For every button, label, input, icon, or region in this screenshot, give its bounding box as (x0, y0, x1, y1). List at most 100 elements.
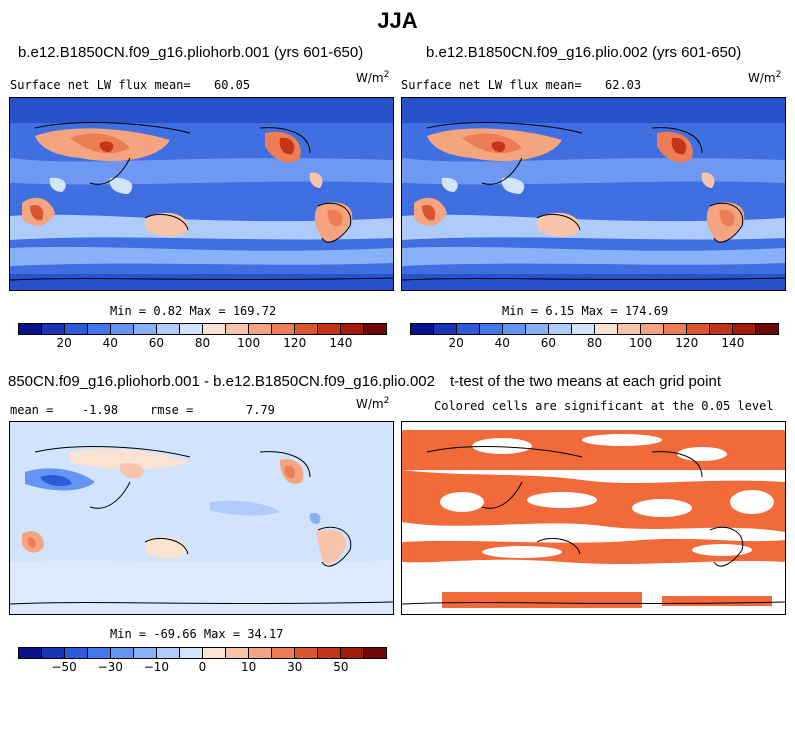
colorbar-ticks-bottom-left: −50 −30 −10 0 10 30 50 (18, 660, 387, 676)
unit-top-left: W/m2 (356, 70, 390, 85)
stat-label-top-left: Surface net LW flux mean= (10, 78, 191, 92)
colorbar-ticks-top-left: 20 40 60 80 100 120 140 (18, 336, 387, 352)
colorbar-swatch (756, 324, 778, 334)
unit-top-right: W/m2 (748, 70, 782, 85)
colorbar-tick-label: 20 (56, 336, 72, 350)
panel-title-bottom-right: t-test of the two means at each grid poi… (450, 373, 721, 390)
panel-title-bottom-left: 850CN.f09_g16.pliohorb.001 - b.e12.B1850… (8, 373, 435, 390)
colorbar-swatch (203, 324, 226, 334)
colorbar-swatch (411, 324, 434, 334)
colorbar-swatch (88, 648, 111, 658)
colorbar-swatch (341, 648, 364, 658)
colorbar-swatch (364, 324, 386, 334)
colorbar-swatch (595, 324, 618, 334)
colorbar-swatch (526, 324, 549, 334)
panel-title-top-right: b.e12.B1850CN.f09_g16.plio.002 (yrs 601-… (426, 44, 742, 61)
colorbar-tick-label: 50 (333, 660, 349, 674)
colorbar-tick-label: 60 (540, 336, 557, 350)
panel-title-top-left: b.e12.B1850CN.f09_g16.pliohorb.001 (yrs … (18, 44, 364, 61)
colorbar-tick-label: 100 (237, 336, 261, 350)
rmse-value-bottom-left: 7.79 (246, 403, 275, 417)
colorbar-tick-label: 80 (586, 336, 603, 350)
map-top-right (401, 97, 786, 291)
mean-value-bottom-left: -1.98 (82, 403, 119, 417)
stat-value-top-left: 60.05 (214, 78, 251, 92)
colorbar-swatch (457, 324, 480, 334)
colorbar-bottom-left (18, 647, 387, 659)
colorbar-swatch (318, 324, 341, 334)
colorbar-tick-label: 40 (494, 336, 510, 350)
stat-label-top-right: Surface net LW flux mean= (401, 78, 582, 92)
colorbar-swatch (434, 324, 457, 334)
colorbar-tick-label: 80 (194, 336, 211, 350)
colorbar-swatch (295, 324, 318, 334)
map-top-left-field (10, 98, 393, 290)
colorbar-swatch (180, 648, 203, 658)
colorbar-swatch (65, 648, 88, 658)
colorbar-tick-label: 100 (629, 336, 653, 350)
figure-title: JJA (377, 8, 418, 33)
colorbar-tick-label: 140 (329, 336, 353, 350)
minmax-bottom-left: Min = -69.66 Max = 34.17 (110, 627, 284, 641)
colorbar-swatch (272, 648, 295, 658)
colorbar-swatch (733, 324, 756, 334)
colorbar-swatch (664, 324, 687, 334)
colorbar-tick-label: 40 (102, 336, 118, 350)
colorbar-swatch (618, 324, 641, 334)
colorbar-swatch (572, 324, 595, 334)
colorbar-swatch (19, 648, 42, 658)
colorbar-swatch (687, 324, 710, 334)
colorbar-swatch (641, 324, 664, 334)
panel-subtitle-bottom-right: Colored cells are significant at the 0.0… (434, 399, 774, 413)
map-top-right-field (402, 98, 785, 290)
colorbar-swatch (42, 648, 65, 658)
colorbar-swatch (157, 648, 180, 658)
map-bottom-left (9, 421, 394, 615)
colorbar-tick-label: 30 (287, 660, 303, 674)
colorbar-tick-label: −10 (143, 660, 170, 674)
minmax-top-right: Min = 6.15 Max = 174.69 (502, 304, 669, 318)
colorbar-tick-label: 60 (148, 336, 165, 350)
colorbar-tick-label: −50 (51, 660, 77, 674)
colorbar-swatch (249, 324, 272, 334)
map-top-left (9, 97, 394, 291)
mean-label-bottom-left: mean = (10, 403, 54, 417)
colorbar-tick-label: 0 (198, 660, 207, 674)
colorbar-tick-label: 20 (448, 336, 464, 350)
colorbar-swatch (226, 648, 249, 658)
minmax-top-left: Min = 0.82 Max = 169.72 (110, 304, 277, 318)
colorbar-swatch (549, 324, 572, 334)
colorbar-swatch (88, 324, 111, 334)
colorbar-tick-label: 10 (240, 660, 257, 674)
colorbar-swatch (203, 648, 226, 658)
rmse-label-bottom-left: rmse = (150, 403, 194, 417)
map-bottom-right (401, 421, 786, 615)
colorbar-top-left (18, 323, 387, 335)
colorbar-swatch (480, 324, 503, 334)
map-bottom-left-field (10, 422, 393, 614)
colorbar-swatch (226, 324, 249, 334)
colorbar-swatch (710, 324, 733, 334)
colorbar-swatch (134, 648, 157, 658)
colorbar-swatch (19, 324, 42, 334)
colorbar-swatch (134, 324, 157, 334)
colorbar-tick-label: −30 (97, 660, 123, 674)
colorbar-swatch (180, 324, 203, 334)
colorbar-top-right (410, 323, 779, 335)
colorbar-swatch (111, 324, 134, 334)
colorbar-swatch (341, 324, 364, 334)
colorbar-swatch (295, 648, 318, 658)
colorbar-swatch (65, 324, 88, 334)
colorbar-swatch (42, 324, 65, 334)
colorbar-swatch (318, 648, 341, 658)
colorbar-ticks-top-right: 20 40 60 80 100 120 140 (410, 336, 779, 352)
unit-bottom-left: W/m2 (356, 396, 390, 411)
colorbar-tick-label: 120 (283, 336, 307, 350)
colorbar-swatch (272, 324, 295, 334)
colorbar-tick-label: 120 (675, 336, 699, 350)
map-bottom-right-significance (402, 422, 785, 614)
colorbar-swatch (157, 324, 180, 334)
colorbar-swatch (503, 324, 526, 334)
colorbar-swatch (364, 648, 386, 658)
colorbar-swatch (249, 648, 272, 658)
